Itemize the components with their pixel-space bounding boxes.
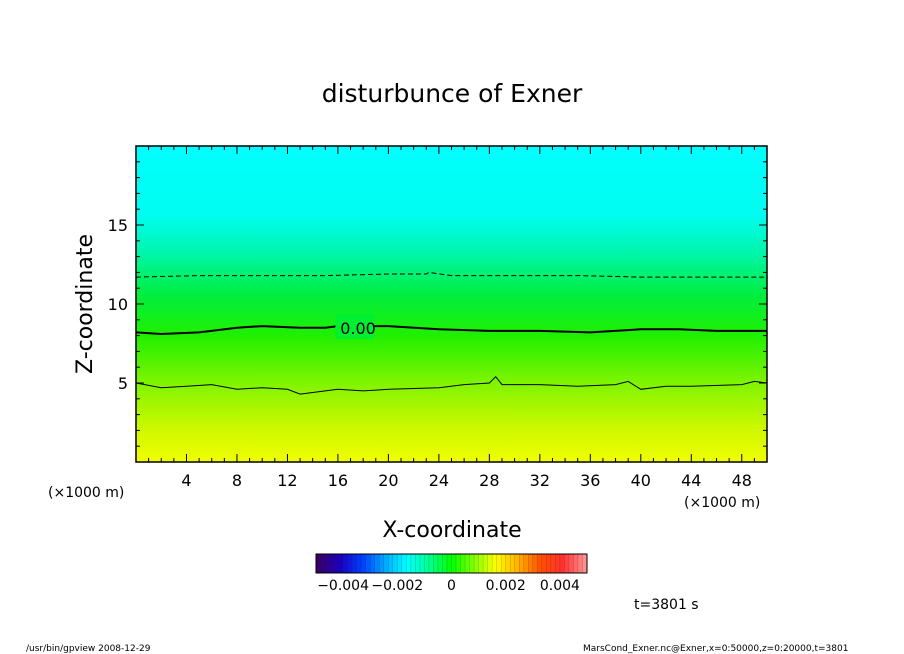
colorbar-swatch xyxy=(523,554,529,573)
y-tick-label: 15 xyxy=(108,216,128,235)
y-axis-label: Z-coordinate xyxy=(73,234,98,374)
colorbar-swatch xyxy=(577,554,583,573)
colorbar-swatch xyxy=(352,554,357,573)
colorbar-swatch xyxy=(469,554,475,573)
colorbar-swatch xyxy=(415,554,421,573)
colorbar-swatch xyxy=(550,554,556,573)
contour-positive xyxy=(136,375,767,395)
y-tick-label: 5 xyxy=(118,374,128,393)
colorbar-swatch xyxy=(361,554,366,573)
colorbar-swatch xyxy=(433,554,439,573)
colorbar-swatch xyxy=(514,554,520,573)
colorbar-swatch xyxy=(379,554,385,573)
colorbar-swatch xyxy=(347,554,353,573)
colorbar-swatch xyxy=(564,554,570,573)
colorbar-swatch xyxy=(528,554,534,573)
colorbar-swatch xyxy=(338,554,344,573)
x-tick-label: 12 xyxy=(277,471,297,490)
x-tick-label: 36 xyxy=(580,471,600,490)
x-tick-label: 16 xyxy=(328,471,348,490)
colorbar-swatch xyxy=(356,554,362,573)
contour-label: 0.00 xyxy=(340,319,376,338)
colorbar-swatch xyxy=(456,554,461,573)
x-tick-label: 24 xyxy=(429,471,449,490)
x-tick-label: 28 xyxy=(479,471,499,490)
y-tick-label: 10 xyxy=(108,295,128,314)
colorbar-swatch xyxy=(343,554,348,573)
x-tick-label: 48 xyxy=(732,471,752,490)
colorbar-swatch xyxy=(320,554,326,573)
colorbar-swatch xyxy=(487,554,493,573)
colorbar-swatch xyxy=(568,554,574,573)
colorbar-swatch xyxy=(325,554,330,573)
x-tick-label: 40 xyxy=(631,471,651,490)
colorbar-swatch xyxy=(519,554,525,573)
contour-negative xyxy=(136,271,767,278)
colorbar-swatch xyxy=(483,554,488,573)
colorbar-swatch xyxy=(410,554,416,573)
colorbar-swatch xyxy=(424,554,430,573)
colorbar-swatch xyxy=(428,554,434,573)
colorbar-swatch xyxy=(510,554,516,573)
x-tick-label: 32 xyxy=(530,471,550,490)
colorbar-swatch xyxy=(370,554,376,573)
x-axis-label: X-coordinate xyxy=(382,518,521,543)
colorbar-tick-label: −0.004 xyxy=(317,578,369,594)
colorbar-swatch xyxy=(465,554,470,573)
colorbar-swatch xyxy=(474,554,479,573)
colorbar-swatch xyxy=(397,554,403,573)
x-tick-label: 4 xyxy=(181,471,191,490)
colorbar-swatch xyxy=(582,554,588,573)
colorbar-swatch xyxy=(406,554,412,573)
colorbar-swatch xyxy=(546,554,552,573)
colorbar-swatch xyxy=(451,554,457,573)
colorbar-swatch xyxy=(496,554,502,573)
colorbar-swatch xyxy=(374,554,380,573)
colorbar-swatch xyxy=(419,554,425,573)
colorbar-swatch xyxy=(573,554,579,573)
colorbar-swatch xyxy=(555,554,561,573)
colorbar-tick-label: −0.002 xyxy=(371,578,423,594)
colorbar-tick-label: 0 xyxy=(447,578,456,594)
colorbar-swatch xyxy=(478,554,484,573)
field-shading xyxy=(136,146,767,462)
colorbar-swatch xyxy=(401,554,407,573)
colorbar-swatch xyxy=(559,554,565,573)
colorbar-swatch xyxy=(501,554,506,573)
colorbar-swatch xyxy=(460,554,466,573)
contour-lines xyxy=(136,271,767,395)
colorbar-frame xyxy=(315,553,588,574)
colorbar-swatch xyxy=(383,554,389,573)
colorbar-swatch xyxy=(334,554,339,573)
colorbar-swatch xyxy=(541,554,547,573)
colorbar-swatch xyxy=(388,554,394,573)
x-tick-label: 8 xyxy=(232,471,242,490)
x-unit-left: (×1000 m) xyxy=(48,485,124,501)
footer-right: MarsCond_Exner.nc@Exner,x=0:50000,z=0:20… xyxy=(583,644,848,654)
colorbar-swatch xyxy=(329,554,335,573)
colorbar-swatch xyxy=(365,554,371,573)
x-unit-right: (×1000 m) xyxy=(684,495,760,511)
colorbar-swatch xyxy=(532,554,538,573)
colorbar-swatch xyxy=(437,554,443,573)
contour-zero xyxy=(136,325,767,336)
colorbar-swatch xyxy=(505,554,511,573)
colorbar-tick-label: 0.004 xyxy=(540,578,580,594)
colorbar-tick-label: 0.002 xyxy=(486,578,526,594)
colorbar-swatch xyxy=(442,554,448,573)
colorbar-swatch xyxy=(316,554,321,573)
x-tick-label: 44 xyxy=(681,471,701,490)
x-tick-label: 20 xyxy=(378,471,398,490)
time-label: t=3801 s xyxy=(634,597,699,613)
colorbar-swatch xyxy=(492,554,497,573)
footer-left: /usr/bin/gpview 2008-12-29 xyxy=(26,644,151,654)
contour-label-gap xyxy=(335,313,375,339)
colorbar-swatch xyxy=(446,554,452,573)
colorbar-swatch xyxy=(392,554,398,573)
chart-title: disturbunce of Exner xyxy=(322,79,583,108)
colorbar-swatch xyxy=(537,554,543,573)
colorbar: −0.004 −0.002 0 0.002 0.004 xyxy=(315,553,588,594)
